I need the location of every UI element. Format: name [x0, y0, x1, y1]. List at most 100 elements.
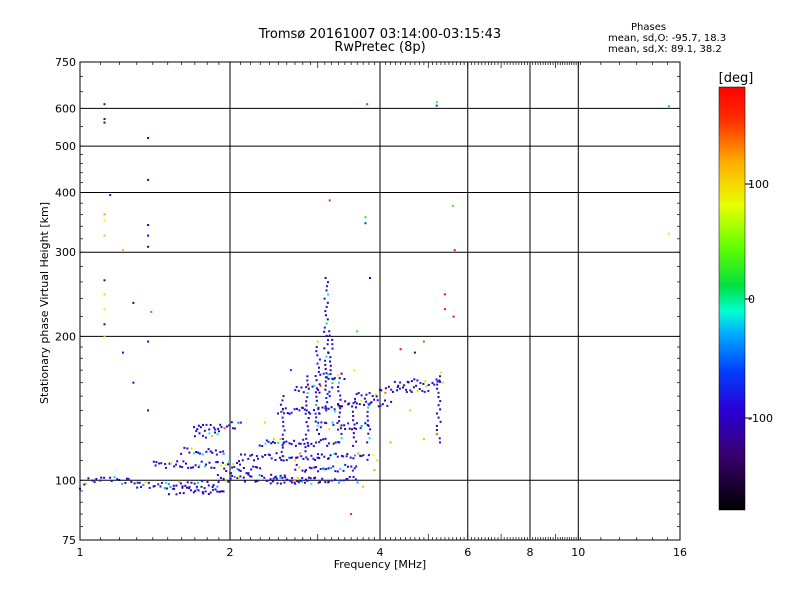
data-point — [310, 482, 313, 485]
data-point — [331, 382, 334, 385]
data-point — [204, 490, 207, 493]
data-point — [281, 476, 284, 479]
data-point — [325, 322, 328, 325]
data-point — [413, 378, 416, 381]
data-point — [299, 479, 302, 482]
data-point — [165, 487, 168, 490]
data-point — [314, 391, 317, 394]
data-point — [376, 399, 379, 402]
data-point — [265, 439, 268, 442]
data-point — [242, 467, 245, 469]
data-point — [324, 405, 327, 408]
data-point — [295, 385, 298, 388]
data-point — [304, 478, 307, 481]
data-point — [319, 426, 322, 429]
data-point — [331, 377, 334, 380]
data-point — [99, 479, 102, 482]
data-point — [313, 466, 316, 469]
data-point — [277, 412, 279, 415]
data-point — [168, 462, 171, 465]
data-point — [272, 438, 275, 440]
data-point — [325, 372, 328, 375]
data-point — [422, 382, 425, 385]
data-point — [231, 427, 234, 430]
data-point — [342, 455, 345, 458]
data-point — [321, 406, 324, 409]
data-point — [305, 437, 308, 440]
data-point — [261, 445, 264, 447]
data-point — [344, 428, 347, 430]
data-point — [309, 412, 312, 415]
data-point — [352, 432, 355, 435]
data-point — [363, 397, 366, 400]
data-point — [324, 310, 327, 313]
data-point — [293, 459, 296, 462]
data-point — [160, 462, 163, 465]
data-point — [230, 472, 233, 475]
data-point — [185, 462, 187, 465]
data-point — [250, 475, 253, 478]
data-point — [398, 387, 401, 390]
data-point — [317, 408, 320, 411]
data-point — [325, 305, 328, 308]
data-point — [233, 465, 236, 468]
data-point — [144, 481, 147, 484]
data-point — [352, 402, 355, 405]
data-point — [337, 428, 339, 431]
data-point — [316, 456, 319, 459]
phase-stats-heading: Phases — [631, 22, 667, 33]
data-point — [352, 419, 355, 422]
data-point — [304, 446, 307, 449]
data-point — [214, 428, 217, 431]
data-point — [324, 277, 327, 279]
data-point — [327, 293, 330, 296]
data-point — [317, 453, 319, 456]
data-point — [238, 469, 241, 472]
data-point — [249, 454, 252, 457]
data-point — [366, 458, 369, 461]
data-point — [293, 481, 296, 484]
data-point — [322, 438, 325, 441]
data-point — [147, 178, 150, 181]
data-point — [233, 427, 236, 430]
data-point — [281, 416, 284, 419]
data-point — [155, 461, 158, 464]
data-point — [418, 388, 421, 391]
data-point — [264, 454, 267, 456]
data-point — [163, 487, 166, 490]
data-point — [183, 446, 186, 449]
data-point — [266, 479, 269, 482]
data-point — [303, 408, 306, 411]
data-point — [294, 389, 297, 392]
data-point — [180, 452, 183, 455]
data-point — [140, 486, 142, 488]
data-point — [216, 490, 219, 493]
data-point — [282, 455, 285, 458]
data-point — [409, 389, 412, 392]
data-point — [340, 454, 343, 457]
data-point — [324, 376, 327, 379]
data-point — [209, 424, 212, 426]
data-point — [280, 410, 283, 413]
data-point — [345, 455, 348, 458]
data-point — [103, 308, 106, 311]
data-point — [328, 442, 330, 445]
data-point — [319, 373, 322, 376]
data-point — [281, 455, 284, 458]
data-point — [369, 277, 371, 279]
data-point — [154, 464, 157, 467]
data-point — [306, 479, 309, 482]
data-point — [164, 481, 167, 484]
data-point — [443, 293, 446, 296]
data-point — [322, 467, 325, 470]
data-point — [103, 293, 106, 296]
data-point — [435, 424, 438, 427]
y-tick-label: 500 — [55, 140, 76, 153]
data-point — [325, 314, 327, 317]
data-point — [355, 402, 358, 405]
y-tick-label: 75 — [62, 534, 76, 547]
data-point — [330, 479, 333, 482]
data-point — [307, 411, 310, 414]
data-point — [304, 469, 307, 472]
